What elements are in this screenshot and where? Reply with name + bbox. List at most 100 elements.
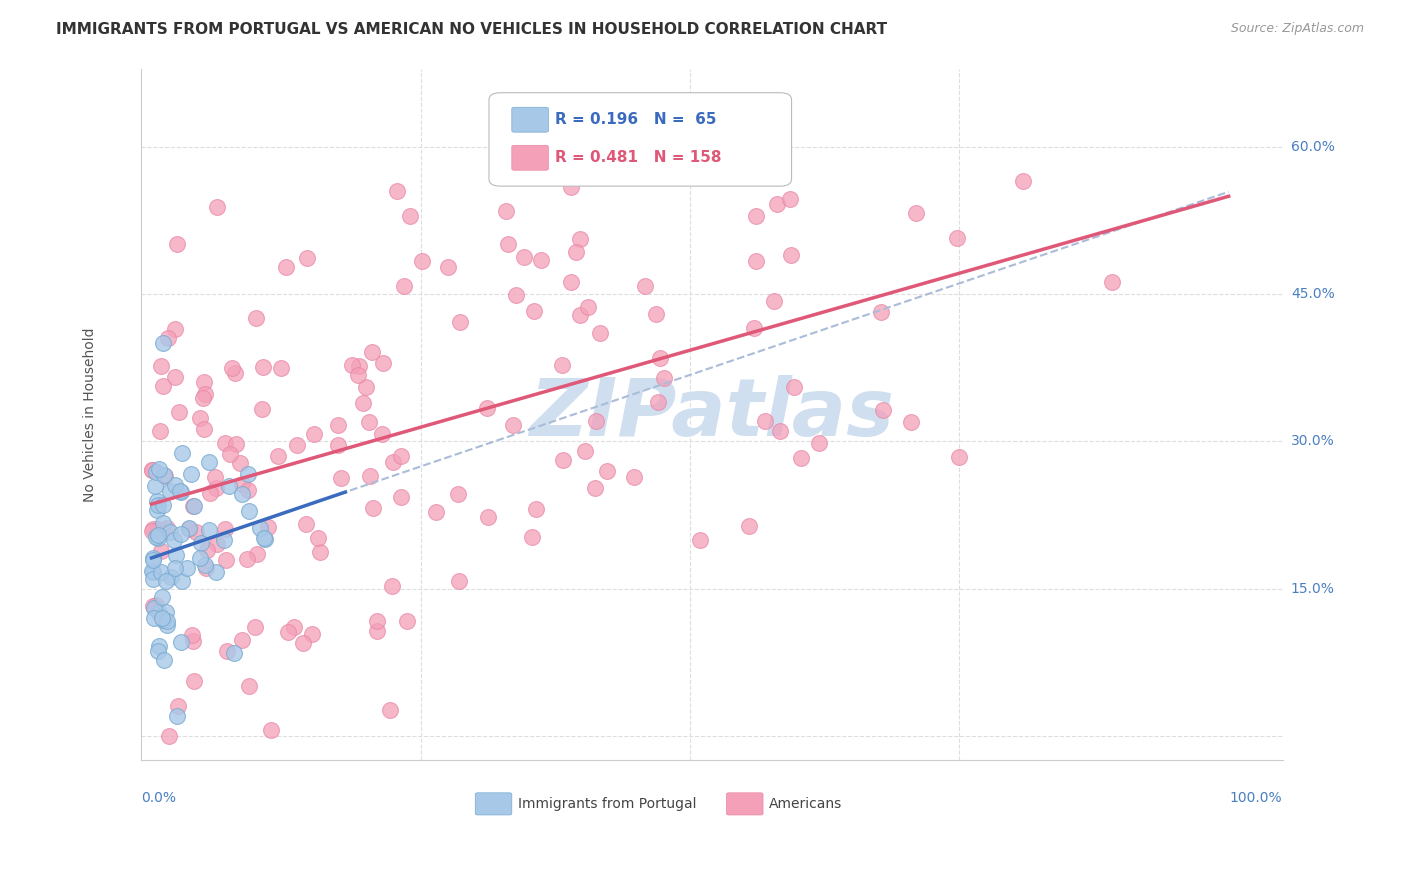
Point — [141, 524, 163, 538]
Point — [150, 565, 173, 579]
Point — [193, 376, 215, 390]
Point — [551, 453, 574, 467]
Point — [222, 646, 245, 660]
Point — [385, 185, 408, 199]
Point — [215, 552, 238, 566]
Point — [260, 723, 283, 738]
Point — [551, 358, 574, 372]
Point — [946, 231, 969, 245]
Point — [395, 615, 418, 629]
Point — [224, 366, 246, 380]
Point — [505, 288, 527, 302]
Point — [152, 498, 174, 512]
Point — [253, 532, 276, 546]
Point — [167, 405, 190, 419]
Point — [195, 543, 218, 558]
Point — [307, 532, 329, 546]
Point — [148, 606, 170, 620]
Point — [159, 525, 181, 540]
Point — [560, 275, 582, 289]
Point — [304, 426, 326, 441]
Point — [496, 237, 519, 252]
Point — [389, 490, 412, 504]
Point — [177, 522, 200, 536]
Point — [1101, 275, 1123, 289]
Point — [250, 401, 273, 416]
Point — [170, 446, 193, 460]
Point — [146, 522, 169, 536]
Point — [274, 260, 297, 274]
Point — [188, 411, 211, 425]
Point — [159, 484, 181, 499]
Point — [156, 614, 179, 628]
Point — [366, 615, 388, 629]
Point — [152, 336, 174, 351]
Point — [183, 673, 205, 688]
Point — [150, 544, 173, 558]
Point — [150, 359, 173, 373]
Point — [530, 252, 553, 267]
Point — [160, 570, 183, 584]
Point — [238, 504, 260, 518]
Point — [145, 465, 167, 479]
Point — [165, 370, 187, 384]
Point — [225, 437, 247, 451]
Point — [754, 414, 776, 428]
Point — [783, 380, 806, 394]
Point — [146, 494, 169, 508]
Point — [652, 371, 675, 385]
Point — [218, 478, 240, 492]
Point — [214, 522, 236, 536]
Point — [285, 438, 308, 452]
Point — [152, 467, 174, 482]
Point — [157, 331, 180, 345]
Point — [148, 461, 170, 475]
Text: Americans: Americans — [769, 797, 842, 811]
Point — [650, 351, 672, 365]
Point — [872, 402, 894, 417]
Text: 0.0%: 0.0% — [141, 791, 176, 805]
Point — [291, 636, 314, 650]
Point — [207, 537, 229, 551]
Point — [194, 386, 217, 401]
Point — [231, 487, 253, 501]
FancyBboxPatch shape — [475, 793, 512, 815]
Point — [153, 653, 176, 667]
Point — [437, 260, 460, 275]
Point — [148, 639, 170, 653]
Point — [523, 304, 546, 318]
Point — [347, 359, 370, 373]
Point — [197, 523, 219, 537]
Text: R = 0.196   N =  65: R = 0.196 N = 65 — [555, 112, 717, 127]
Point — [905, 206, 928, 220]
Point — [152, 378, 174, 392]
Point — [808, 436, 831, 450]
Point — [229, 456, 252, 470]
Point — [589, 326, 612, 340]
Point — [257, 520, 280, 534]
Point — [347, 368, 370, 383]
Point — [252, 359, 274, 374]
Point — [142, 599, 165, 614]
Point — [219, 446, 242, 460]
Point — [769, 424, 792, 438]
Point — [391, 449, 413, 463]
Point — [156, 617, 179, 632]
Point — [146, 498, 169, 512]
Point — [155, 605, 177, 619]
Point — [141, 463, 163, 477]
FancyBboxPatch shape — [489, 93, 792, 186]
Point — [613, 124, 636, 138]
Point — [948, 450, 970, 465]
Point — [623, 470, 645, 484]
Point — [176, 561, 198, 575]
Point — [354, 380, 377, 394]
Point — [193, 421, 215, 435]
Text: 30.0%: 30.0% — [1291, 434, 1334, 449]
Point — [191, 391, 214, 405]
Point — [689, 533, 711, 548]
Point — [236, 467, 259, 481]
Point — [142, 565, 165, 579]
Point — [183, 633, 205, 648]
Point — [647, 394, 669, 409]
